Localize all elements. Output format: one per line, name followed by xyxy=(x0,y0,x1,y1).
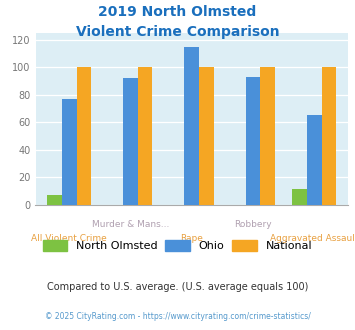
Bar xyxy=(307,115,322,205)
Bar xyxy=(199,67,214,205)
Bar xyxy=(260,67,275,205)
Text: Violent Crime Comparison: Violent Crime Comparison xyxy=(76,25,279,39)
Bar xyxy=(138,67,153,205)
Bar xyxy=(292,189,307,205)
Text: Murder & Mans...: Murder & Mans... xyxy=(92,220,169,229)
Bar xyxy=(47,195,62,205)
Bar xyxy=(184,47,199,205)
Text: © 2025 CityRating.com - https://www.cityrating.com/crime-statistics/: © 2025 CityRating.com - https://www.city… xyxy=(45,312,310,321)
Text: Robbery: Robbery xyxy=(234,220,272,229)
Text: 2019 North Olmsted: 2019 North Olmsted xyxy=(98,5,257,19)
Bar xyxy=(246,77,260,205)
Text: Rape: Rape xyxy=(180,234,203,243)
Text: Aggravated Assault: Aggravated Assault xyxy=(270,234,355,243)
Bar xyxy=(322,67,336,205)
Bar xyxy=(123,78,138,205)
Text: Compared to U.S. average. (U.S. average equals 100): Compared to U.S. average. (U.S. average … xyxy=(47,282,308,292)
Legend: North Olmsted, Ohio, National: North Olmsted, Ohio, National xyxy=(39,237,316,254)
Text: All Violent Crime: All Violent Crime xyxy=(31,234,107,243)
Bar xyxy=(77,67,91,205)
Bar xyxy=(62,99,77,205)
